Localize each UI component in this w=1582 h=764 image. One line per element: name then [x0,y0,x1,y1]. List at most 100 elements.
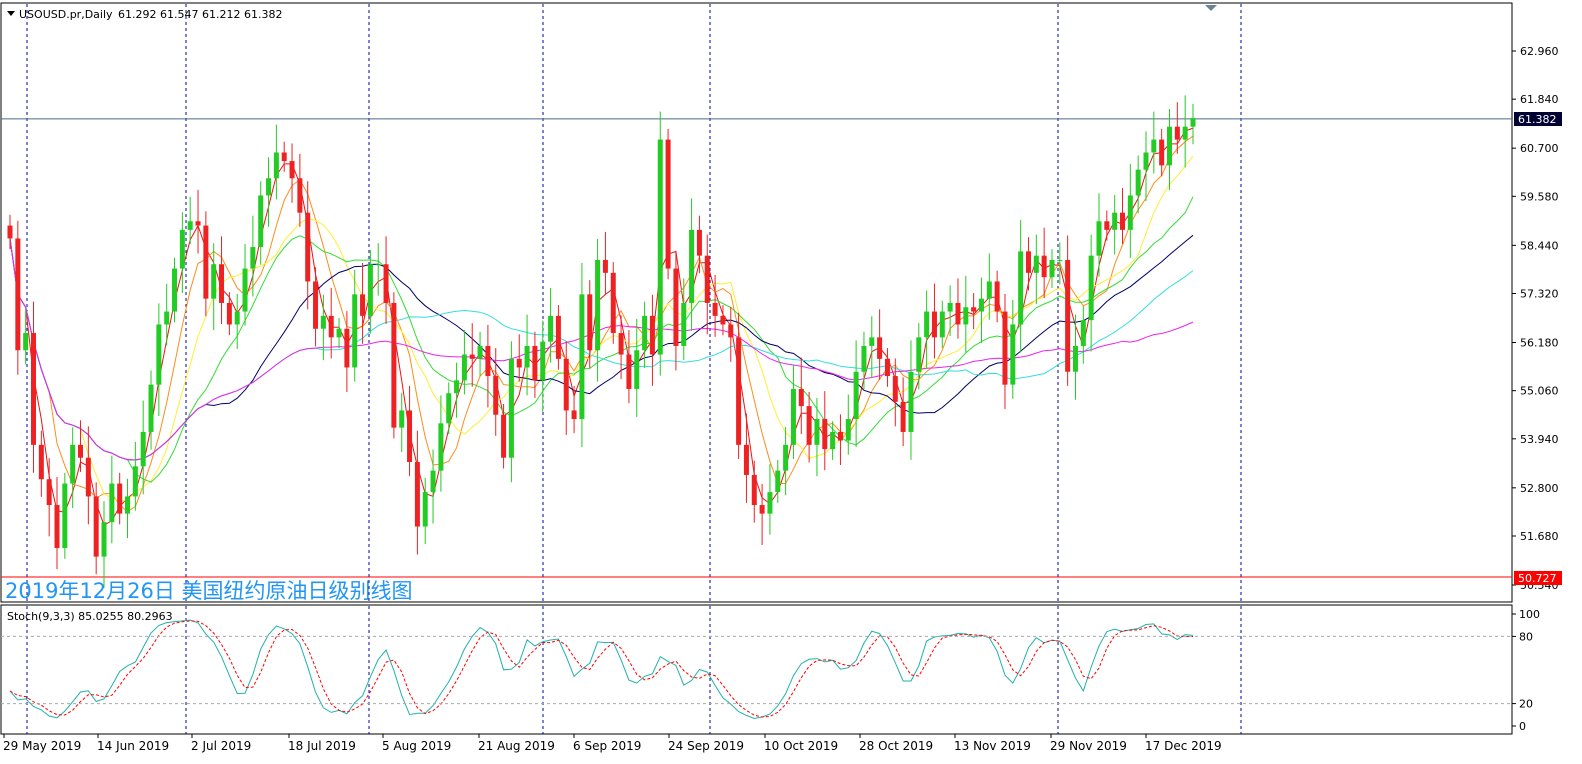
candle-body [1182,126,1188,140]
candle-body [978,298,984,312]
candle-body [508,358,514,458]
candle-body [1190,118,1196,127]
candle-body [853,371,859,420]
candle-body [273,152,279,179]
candle-body [845,419,851,441]
candle-body [211,264,217,299]
candle-body [1166,126,1172,166]
candle-body [203,225,209,299]
candle-body [634,350,640,389]
price-tick-label: 58.440 [1520,239,1559,252]
candle-body [1065,259,1071,372]
candle-body [1151,139,1157,153]
candle-body [1072,345,1078,372]
candle-body [963,307,969,325]
candle-body [242,268,248,312]
candle-body [399,410,405,428]
candle-body [281,152,287,162]
candle-body [642,315,648,351]
candle-body [555,315,561,359]
candle-body [1127,195,1133,230]
candle-body [869,337,875,346]
candle-body [1002,311,1008,385]
candle-body [736,337,742,445]
candle-body [328,315,334,338]
candle-body [986,281,992,299]
stoch-axis: 100 80 20 0 [1,608,1540,733]
price-tick-label: 52.800 [1520,482,1559,495]
candle-body [1049,259,1055,278]
candle-body [720,315,726,325]
candle-body [947,302,953,312]
candle-body [579,294,585,420]
candle-body [1018,251,1024,325]
candle-body [446,393,452,424]
candle-body [305,212,311,282]
candle-body [407,410,413,463]
candle-body [548,315,554,342]
candle-body [743,444,749,475]
candle-body [924,311,930,338]
candle-body [767,492,773,514]
candle-body [994,281,1000,312]
candle-body [704,255,710,303]
stoch-tick-label: 20 [1519,698,1533,711]
candle-body [681,302,687,346]
candle-body [501,414,507,458]
candle-body [830,431,836,450]
candle-body [1080,320,1086,346]
candle-body [258,195,264,248]
price-tick-label: 51.680 [1520,530,1559,543]
candle-body [195,221,201,226]
candle-body [524,345,530,368]
candle-body [877,337,883,359]
date-tick-label: 10 Oct 2019 [764,739,838,753]
collapse-triangle-icon[interactable] [7,11,15,16]
candle-body [125,496,131,514]
date-tick-label: 28 Oct 2019 [859,739,933,753]
date-tick-label: 21 Aug 2019 [478,739,555,753]
candle-body [23,333,29,351]
candle-body [759,505,765,514]
stoch-main-line [9,619,1194,720]
candle-body [861,345,867,372]
candle-body [814,419,820,445]
candle-body [250,247,256,269]
candle-body [289,161,295,179]
candle-body [610,272,616,334]
candle-body [344,328,350,368]
candle-body [689,229,695,303]
date-tick-label: 29 Nov 2019 [1050,739,1127,753]
date-tick-label: 5 Aug 2019 [382,739,451,753]
date-tick-label: 6 Sep 2019 [573,739,641,753]
shift-marker-icon[interactable] [1205,5,1217,11]
candle-body [70,444,76,484]
candle-body [900,401,906,432]
candle-body [493,376,499,415]
price-tick-label: 61.840 [1520,93,1559,106]
date-tick-label: 29 May 2019 [3,739,81,753]
chart-caption: 2019年12月26日 美国纽约原油日级别线图 [5,579,413,603]
stochastic-lines [9,619,1194,720]
candle-body [454,380,460,394]
candle-body [1135,169,1141,196]
vertical-grid [26,4,1242,734]
candle-body [367,264,373,316]
date-tick-label: 17 Dec 2019 [1145,739,1222,753]
candle-body [798,388,804,407]
candle-body [7,225,13,239]
price-tick-label: 62.960 [1520,45,1559,58]
candle-body [172,268,178,312]
date-tick-label: 13 Nov 2019 [954,739,1031,753]
candle-body [187,221,193,230]
date-tick-label: 2 Jul 2019 [191,739,251,753]
stoch-tick-label: 100 [1519,608,1540,621]
candle-body [1025,251,1031,273]
candle-body [234,311,240,325]
candle-body [939,311,945,338]
candle-body [587,294,593,351]
candle-body [751,474,757,506]
candle-body [109,483,115,523]
candle-body [783,444,789,471]
ma-navy-line [9,234,1194,461]
